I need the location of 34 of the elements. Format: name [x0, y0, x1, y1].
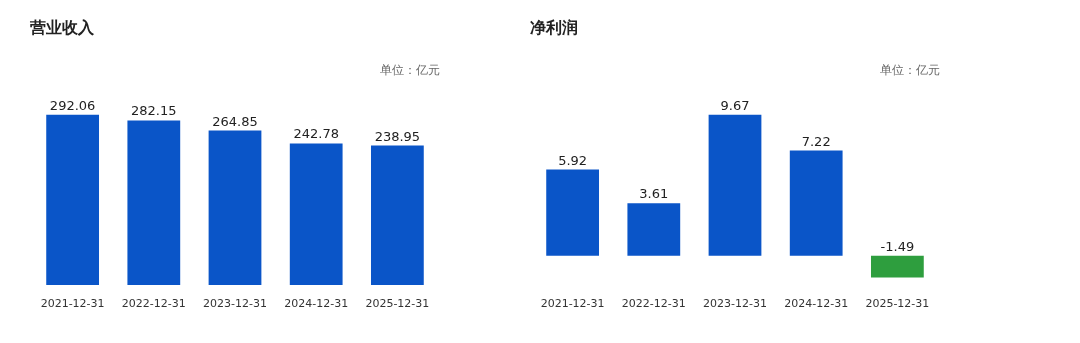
- x-tick-label: 2025-12-31: [865, 296, 930, 310]
- x-tick-label: 2023-12-31: [703, 296, 767, 310]
- data-label: -1.49: [880, 238, 915, 254]
- text: 单位：亿元: [380, 63, 440, 77]
- x-tick-label: 2021-12-31: [540, 296, 605, 310]
- data-label: 5.92: [558, 152, 588, 168]
- data-label: 7.22: [801, 133, 831, 149]
- data-label: 242.78: [293, 126, 339, 142]
- x-tick-label: 2022-12-31: [121, 296, 186, 310]
- x-tick-label: 2021-12-31: [40, 296, 105, 310]
- text: 单位：亿元: [880, 63, 940, 77]
- data-label: 292.06: [49, 97, 96, 113]
- bar: [208, 130, 262, 285]
- x-tick-label: 2023-12-31: [203, 296, 267, 310]
- data-label: 9.67: [720, 97, 750, 113]
- data-label: 3.61: [639, 186, 669, 202]
- chart-title: 净利润: [530, 18, 578, 37]
- chart-title: 营业收入: [29, 18, 95, 37]
- data-label: 264.85: [212, 113, 258, 129]
- bar: [870, 255, 924, 278]
- x-tick-label: 2022-12-31: [621, 296, 686, 310]
- data-label: 238.95: [374, 128, 421, 144]
- x-tick-label: 2024-12-31: [784, 296, 849, 310]
- bar: [127, 120, 181, 285]
- bar: [289, 143, 343, 285]
- bar: [708, 114, 762, 256]
- bar: [789, 150, 843, 256]
- bar: [46, 114, 100, 285]
- bar: [627, 203, 681, 256]
- bar: [370, 145, 424, 285]
- x-tick-label: 2025-12-31: [365, 296, 430, 310]
- bar: [546, 169, 600, 256]
- data-label: 282.15: [131, 103, 177, 119]
- x-tick-label: 2024-12-31: [284, 296, 349, 310]
